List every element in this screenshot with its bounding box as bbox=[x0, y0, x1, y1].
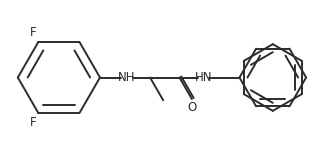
Text: F: F bbox=[30, 116, 36, 129]
Text: NH: NH bbox=[118, 71, 136, 84]
Text: HN: HN bbox=[195, 71, 212, 84]
Text: O: O bbox=[187, 101, 197, 114]
Text: F: F bbox=[30, 26, 36, 39]
